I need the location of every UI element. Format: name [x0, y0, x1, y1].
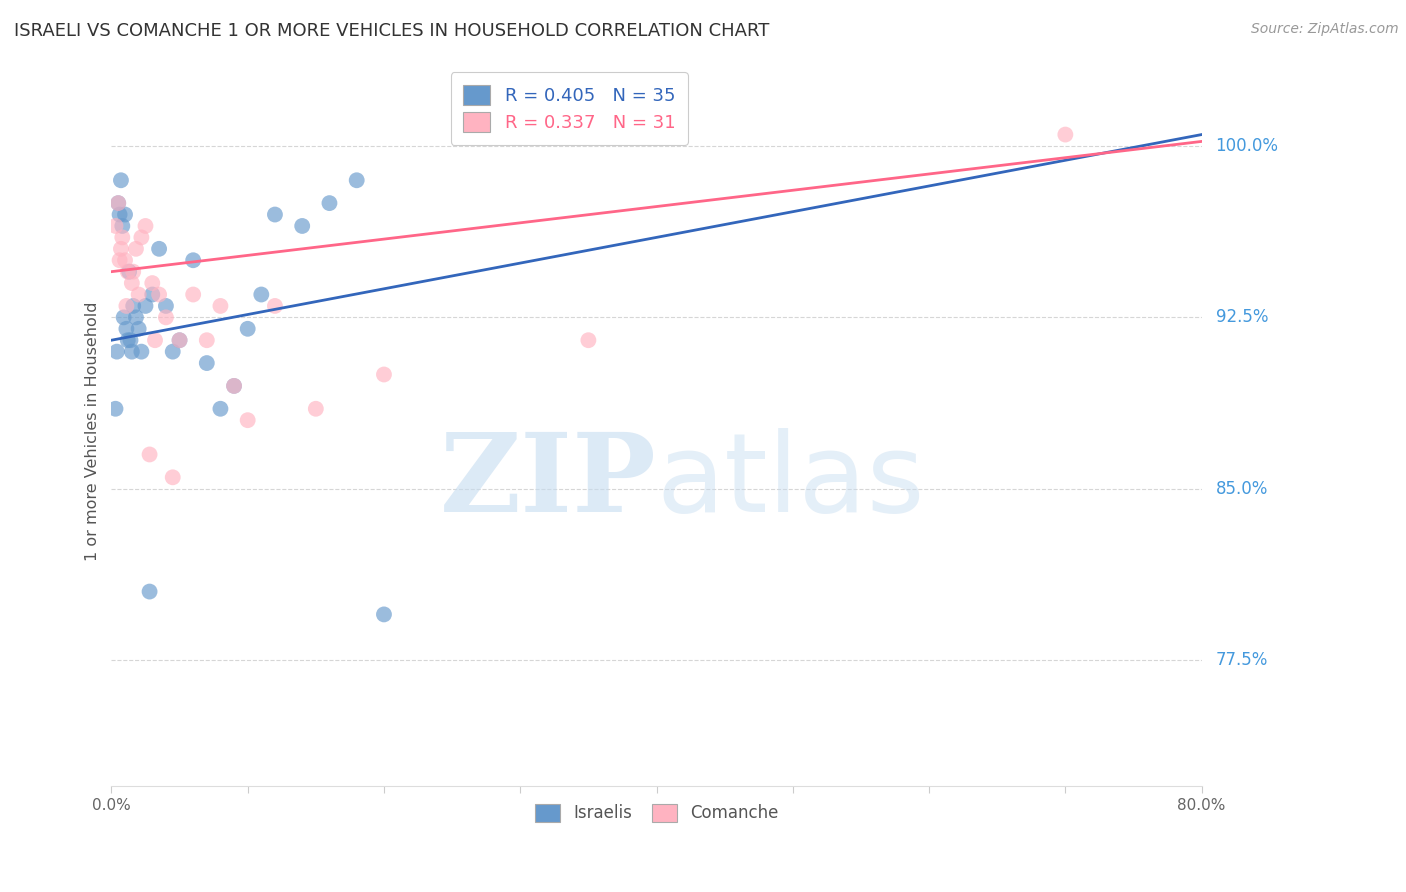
Point: [162, 344, 184, 359]
Point: [346, 173, 368, 187]
Point: [111, 230, 134, 244]
Point: [117, 333, 139, 347]
Point: [222, 379, 245, 393]
Point: [125, 310, 148, 325]
Text: 85.0%: 85.0%: [1216, 480, 1268, 498]
Point: [107, 196, 129, 211]
Point: [104, 401, 127, 416]
Point: [141, 276, 163, 290]
Text: 100.0%: 100.0%: [1216, 137, 1278, 155]
Point: [138, 447, 160, 461]
Point: [121, 276, 143, 290]
Point: [169, 333, 191, 347]
Point: [114, 208, 136, 222]
Point: [373, 368, 395, 382]
Point: [138, 584, 160, 599]
Point: [115, 299, 138, 313]
Point: [105, 344, 128, 359]
Point: [111, 219, 134, 233]
Y-axis label: 1 or more Vehicles in Household: 1 or more Vehicles in Household: [86, 301, 100, 561]
Point: [222, 379, 245, 393]
Point: [107, 196, 129, 211]
Point: [209, 299, 232, 313]
Text: ZIP: ZIP: [440, 427, 657, 534]
Point: [108, 253, 131, 268]
Point: [264, 208, 287, 222]
Point: [169, 333, 191, 347]
Point: [148, 287, 170, 301]
Point: [122, 299, 145, 313]
Point: [104, 219, 127, 233]
Point: [134, 299, 156, 313]
Text: atlas: atlas: [657, 427, 925, 534]
Point: [373, 607, 395, 622]
Point: [1054, 128, 1077, 142]
Point: [110, 242, 132, 256]
Point: [209, 401, 232, 416]
Point: [236, 322, 259, 336]
Text: ISRAELI VS COMANCHE 1 OR MORE VEHICLES IN HOUSEHOLD CORRELATION CHART: ISRAELI VS COMANCHE 1 OR MORE VEHICLES I…: [14, 22, 769, 40]
Point: [236, 413, 259, 427]
Point: [114, 253, 136, 268]
Point: [112, 310, 135, 325]
Point: [128, 322, 150, 336]
Point: [143, 333, 166, 347]
Text: 92.5%: 92.5%: [1216, 309, 1268, 326]
Point: [117, 265, 139, 279]
Text: 77.5%: 77.5%: [1216, 651, 1268, 669]
Point: [120, 333, 142, 347]
Point: [291, 219, 314, 233]
Point: [148, 242, 170, 256]
Point: [134, 219, 156, 233]
Point: [125, 242, 148, 256]
Point: [576, 333, 599, 347]
Point: [131, 344, 153, 359]
Point: [264, 299, 287, 313]
Text: Source: ZipAtlas.com: Source: ZipAtlas.com: [1251, 22, 1399, 37]
Legend: Israelis, Comanche: Israelis, Comanche: [523, 792, 790, 834]
Point: [181, 253, 204, 268]
Point: [122, 265, 145, 279]
Point: [121, 344, 143, 359]
Point: [131, 230, 153, 244]
Point: [181, 287, 204, 301]
Point: [305, 401, 328, 416]
Point: [250, 287, 273, 301]
Point: [195, 333, 218, 347]
Point: [162, 470, 184, 484]
Point: [155, 310, 177, 325]
Point: [115, 322, 138, 336]
Point: [110, 173, 132, 187]
Point: [318, 196, 340, 211]
Point: [108, 208, 131, 222]
Point: [118, 265, 141, 279]
Point: [155, 299, 177, 313]
Point: [128, 287, 150, 301]
Point: [195, 356, 218, 370]
Point: [141, 287, 163, 301]
